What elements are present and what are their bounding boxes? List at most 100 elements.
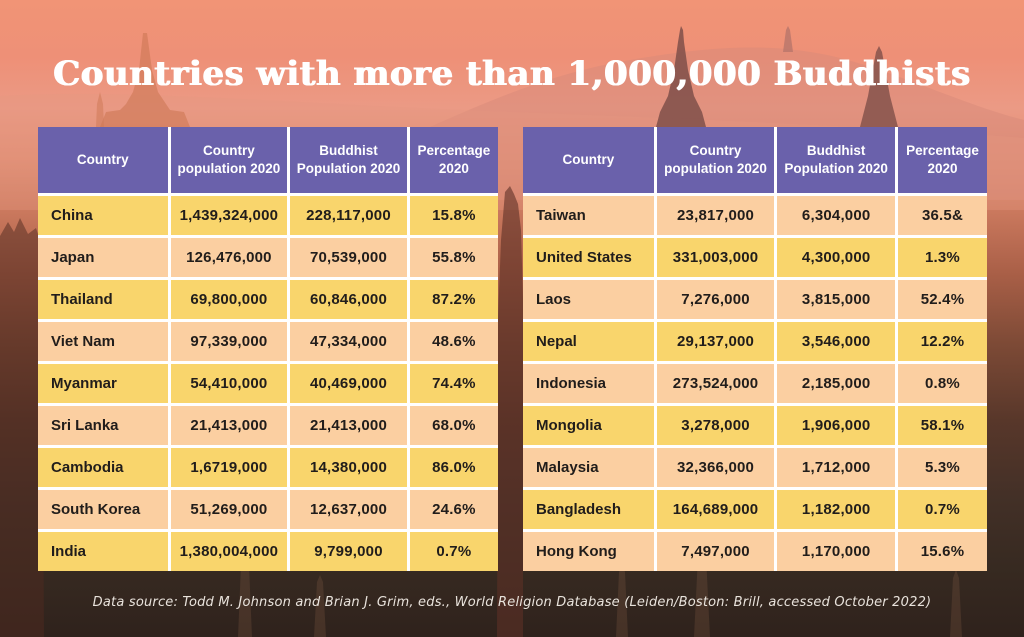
- percentage-cell: 87.2%: [408, 277, 498, 321]
- buddhist-population-cell: 60,846,000: [288, 277, 410, 321]
- buddhist-table-right: Country Country population 2020 Buddhist P…: [523, 127, 987, 571]
- country-population-cell: 54,410,000: [169, 361, 291, 405]
- percentage-cell: 12.2%: [896, 319, 987, 363]
- buddhist-population-cell: 1,712,000: [775, 445, 898, 489]
- country-cell: Myanmar: [38, 361, 171, 405]
- buddhist-population-cell: 1,906,000: [775, 403, 898, 447]
- country-cell: Bangladesh: [523, 487, 657, 531]
- table-row: Indonesia 273,524,000 2,185,000 0.8%: [523, 361, 987, 405]
- table-row: Japan 126,476,000 70,539,000 55.8%: [38, 235, 498, 279]
- country-cell: Indonesia: [523, 361, 657, 405]
- percentage-cell: 68.0%: [408, 403, 498, 447]
- percentage-cell: 0.7%: [408, 529, 498, 571]
- page-title: Countries with more than 1,000,000 Buddh…: [53, 54, 971, 94]
- header-row: Country Country population 2020 Buddhist P…: [38, 127, 498, 195]
- country-population-cell: 51,269,000: [169, 487, 291, 531]
- country-cell: Malaysia: [523, 445, 657, 489]
- percentage-cell: 15.8%: [408, 193, 498, 237]
- table-row: Malaysia 32,366,000 1,712,000 5.3%: [523, 445, 987, 489]
- table-row: China 1,439,324,000 228,117,000 15.8%: [38, 193, 498, 237]
- country-cell: United States: [523, 235, 657, 279]
- percentage-cell: 86.0%: [408, 445, 498, 489]
- country-population-cell: 23,817,000: [655, 193, 778, 237]
- buddhist-population-cell: 3,815,000: [775, 277, 898, 321]
- buddhist-population-cell: 1,182,000: [775, 487, 898, 531]
- header-row: Country Country population 2020 Buddhist P…: [523, 127, 987, 195]
- country-cell: Nepal: [523, 319, 657, 363]
- buddhist-population-cell: 40,469,000: [288, 361, 410, 405]
- table-row: Bangladesh 164,689,000 1,182,000 0.7%: [523, 487, 987, 531]
- header-cell: Buddhist Population 2020: [775, 127, 898, 195]
- country-population-cell: 273,524,000: [655, 361, 778, 405]
- header-cell: Country: [523, 127, 657, 195]
- table-row: United States 331,003,000 4,300,000 1.3%: [523, 235, 987, 279]
- country-cell: Mongolia: [523, 403, 657, 447]
- buddhist-population-cell: 3,546,000: [775, 319, 898, 363]
- country-population-cell: 97,339,000: [169, 319, 291, 363]
- mid-spire-silhouette: [656, 26, 706, 127]
- country-population-cell: 126,476,000: [169, 235, 291, 279]
- buddhist-population-cell: 47,334,000: [288, 319, 410, 363]
- percentage-cell: 5.3%: [896, 445, 987, 489]
- country-cell: Thailand: [38, 277, 171, 321]
- table-row: Laos 7,276,000 3,815,000 52.4%: [523, 277, 987, 321]
- data-source-note: Data source: Todd M. Johnson and Brian J…: [92, 595, 932, 610]
- gap-tree-silhouette: [497, 186, 523, 637]
- percentage-cell: 0.8%: [896, 361, 987, 405]
- country-population-cell: 21,413,000: [169, 403, 291, 447]
- country-cell: Hong Kong: [523, 529, 657, 571]
- percentage-cell: 48.6%: [408, 319, 498, 363]
- country-population-cell: 32,366,000: [655, 445, 778, 489]
- left-edge-silhouette: [0, 218, 44, 637]
- table-row: South Korea 51,269,000 12,637,000 24.6%: [38, 487, 498, 531]
- buddhist-population-cell: 14,380,000: [288, 445, 410, 489]
- buddhist-population-cell: 228,117,000: [288, 193, 410, 237]
- buddhist-population-cell: 70,539,000: [288, 235, 410, 279]
- table-row: Myanmar 54,410,000 40,469,000 74.4%: [38, 361, 498, 405]
- table-row: Sri Lanka 21,413,000 21,413,000 68.0%: [38, 403, 498, 447]
- header-cell: Country population 2020: [655, 127, 778, 195]
- country-population-cell: 1,439,324,000: [169, 193, 291, 237]
- percentage-cell: 52.4%: [896, 277, 987, 321]
- table-row: India 1,380,004,000 9,799,000 0.7%: [38, 529, 498, 571]
- percentage-cell: 15.6%: [896, 529, 987, 571]
- table-row: Taiwan 23,817,000 6,304,000 36.5&: [523, 193, 987, 237]
- country-population-cell: 69,800,000: [169, 277, 291, 321]
- country-population-cell: 1,6719,000: [169, 445, 291, 489]
- left-stupa-side-spike: [96, 92, 104, 127]
- percentage-cell: 1.3%: [896, 235, 987, 279]
- country-population-cell: 1,380,004,000: [169, 529, 291, 571]
- percentage-cell: 24.6%: [408, 487, 498, 531]
- right-spire-silhouette: [860, 46, 898, 127]
- country-population-cell: 7,276,000: [655, 277, 778, 321]
- table-row: Viet Nam 97,339,000 47,334,000 48.6%: [38, 319, 498, 363]
- table-row: Hong Kong 7,497,000 1,170,000 15.6%: [523, 529, 987, 571]
- header-cell: Country: [38, 127, 171, 195]
- country-population-cell: 164,689,000: [655, 487, 778, 531]
- buddhist-population-cell: 6,304,000: [775, 193, 898, 237]
- country-cell: Japan: [38, 235, 171, 279]
- country-cell: Laos: [523, 277, 657, 321]
- header-cell: Country population 2020: [169, 127, 291, 195]
- buddhist-population-cell: 21,413,000: [288, 403, 410, 447]
- country-population-cell: 7,497,000: [655, 529, 778, 571]
- buddhist-population-cell: 4,300,000: [775, 235, 898, 279]
- header-cell: Percentage 2020: [408, 127, 498, 195]
- table-row: Nepal 29,137,000 3,546,000 12.2%: [523, 319, 987, 363]
- hilltop-stupa-silhouette: [783, 26, 793, 52]
- table-row: Thailand 69,800,000 60,846,000 87.2%: [38, 277, 498, 321]
- percentage-cell: 55.8%: [408, 235, 498, 279]
- country-cell: Cambodia: [38, 445, 171, 489]
- left-stupa-silhouette: [100, 33, 190, 127]
- header-cell: Percentage 2020: [896, 127, 987, 195]
- buddhist-population-cell: 1,170,000: [775, 529, 898, 571]
- country-cell: South Korea: [38, 487, 171, 531]
- country-population-cell: 331,003,000: [655, 235, 778, 279]
- country-cell: China: [38, 193, 171, 237]
- country-cell: Viet Nam: [38, 319, 171, 363]
- percentage-cell: 74.4%: [408, 361, 498, 405]
- percentage-cell: 0.7%: [896, 487, 987, 531]
- country-cell: India: [38, 529, 171, 571]
- table-row: Mongolia 3,278,000 1,906,000 58.1%: [523, 403, 987, 447]
